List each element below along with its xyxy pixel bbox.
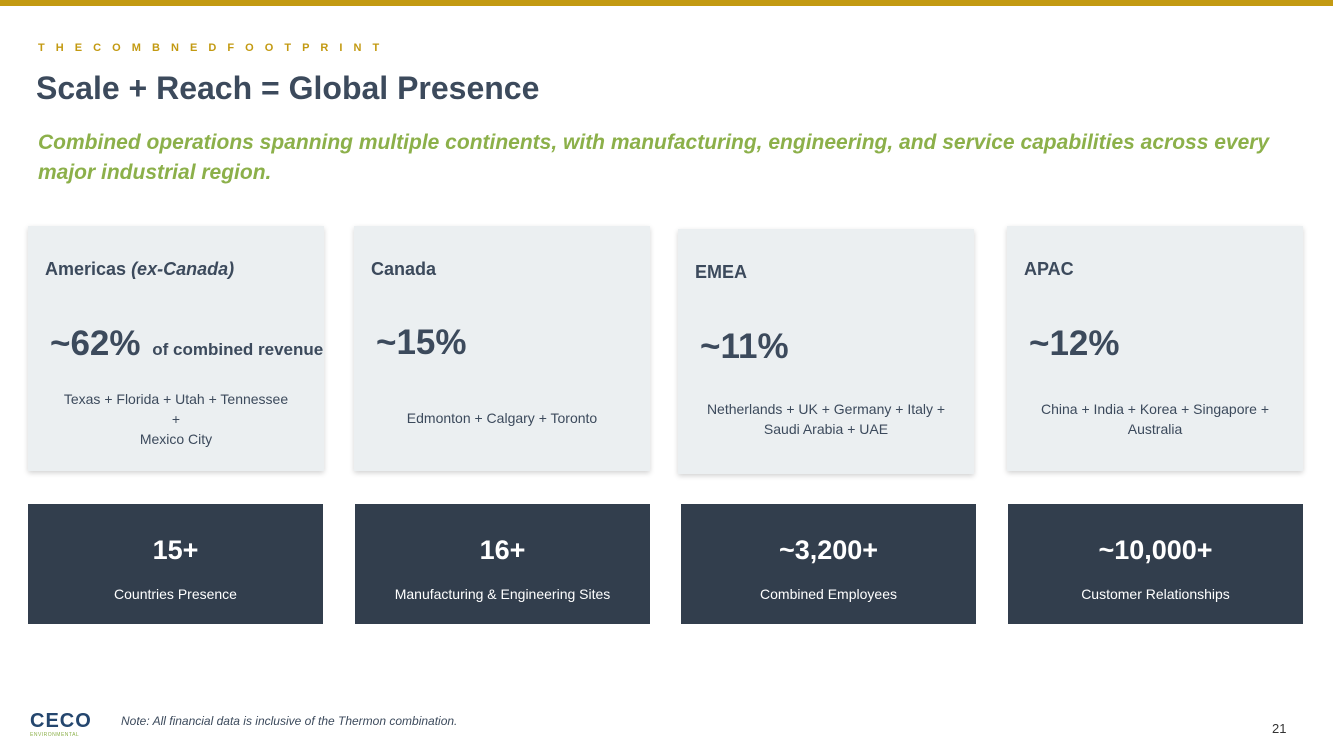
stat-value: 15+ — [152, 535, 199, 565]
stat-tile-customers: ~10,000+ Customer Relationships — [1008, 504, 1303, 624]
region-locations: China + India + Korea + Singapore + Aust… — [1040, 401, 1270, 437]
region-title: Canada — [371, 259, 437, 279]
top-accent-bar — [0, 0, 1333, 6]
logo-subtext: ENVIRONMENTAL — [30, 732, 80, 738]
stat-tile-sites: 16+ Manufacturing & Engineering Sites — [355, 504, 650, 624]
region-share: ~12% — [1029, 324, 1120, 363]
region-qualifier: (ex-Canada) — [131, 259, 235, 279]
region-title: Americas (ex-Canada) — [45, 259, 235, 279]
logo-wordmark: CECO — [30, 710, 92, 732]
footnote: Note: All financial data is inclusive of… — [121, 714, 458, 728]
region-locations: Edmonton + Calgary + Toronto — [406, 410, 598, 426]
region-share-suffix: of combined revenue — [152, 340, 324, 359]
stat-value: 16+ — [479, 535, 526, 565]
section-eyebrow: T H E C O M B N E D F O O T P R I N T — [38, 42, 384, 54]
stat-label: Combined Employees — [760, 586, 897, 602]
region-card-apac: APAC ~12% China + India + Korea + Singap… — [1007, 226, 1303, 471]
stat-label: Manufacturing & Engineering Sites — [394, 586, 611, 602]
stat-label: Customer Relationships — [1081, 586, 1230, 602]
region-locations: Netherlands + UK + Germany + Italy + Sau… — [706, 401, 946, 437]
region-title: APAC — [1024, 259, 1074, 279]
region-share: ~11% — [700, 327, 789, 366]
region-card-americas: Americas (ex-Canada) ~62% of combined re… — [28, 226, 324, 471]
region-title: EMEA — [695, 262, 748, 282]
region-card-emea: EMEA ~11% Netherlands + UK + Germany + I… — [678, 229, 974, 474]
stat-value: ~3,200+ — [778, 535, 879, 565]
stat-value: ~10,000+ — [1098, 535, 1213, 565]
stat-tile-countries: 15+ Countries Presence — [28, 504, 323, 624]
region-share: ~15% — [376, 323, 467, 362]
page-subtitle: Combined operations spanning multiple co… — [38, 131, 1270, 184]
region-locations: Texas + Florida + Utah + Tennessee + Mex… — [63, 391, 289, 447]
region-share: ~62% of combined revenue — [50, 324, 324, 363]
page-title: Scale + Reach = Global Presence — [36, 70, 540, 106]
region-card-canada: Canada ~15% Edmonton + Calgary + Toronto — [354, 226, 650, 471]
page-number: 21 — [1272, 721, 1287, 736]
stat-tile-employees: ~3,200+ Combined Employees — [681, 504, 976, 624]
company-logo: CECO ENVIRONMENTAL — [30, 711, 92, 739]
stat-label: Countries Presence — [114, 586, 237, 602]
